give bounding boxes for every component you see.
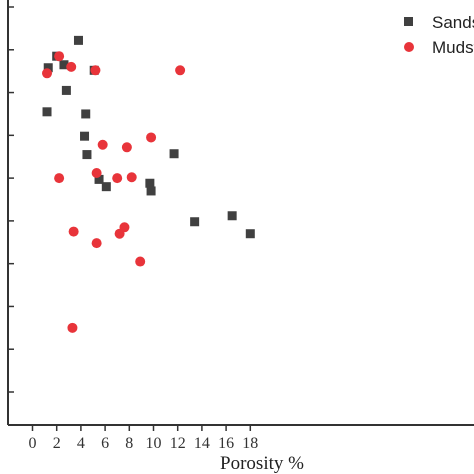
legend: Sandstone Mudstone — [404, 13, 474, 57]
x-tick-label: 12 — [170, 435, 186, 452]
mudstone-point — [121, 142, 132, 153]
x-axis-ticks: 0 2 4 6 8 10 12 14 16 18 — [29, 425, 258, 452]
mudstone-point — [67, 322, 78, 333]
x-axis-title: Porosity % — [220, 453, 304, 474]
sandstone-point — [59, 60, 69, 70]
x-tick-label: 4 — [77, 435, 85, 452]
x-tick-label: 16 — [218, 435, 234, 452]
x-tick-label: 6 — [101, 435, 109, 452]
sandstone-point — [43, 63, 53, 73]
mudstone-point — [97, 139, 108, 150]
mudstone-point — [66, 61, 77, 72]
mudstone-series — [42, 51, 186, 333]
legend-sandstone-marker — [404, 17, 413, 26]
mudstone-point — [54, 51, 65, 62]
sandstone-point — [146, 186, 156, 196]
sandstone-point — [61, 85, 71, 95]
mudstone-point — [91, 238, 102, 249]
mudstone-point — [112, 173, 123, 184]
mudstone-point — [91, 167, 102, 178]
sandstone-point — [94, 174, 104, 184]
sandstone-point — [245, 229, 255, 239]
sandstone-point — [227, 211, 237, 221]
mudstone-point — [175, 65, 186, 76]
x-tick-label: 10 — [146, 435, 162, 452]
legend-mudstone-marker — [404, 42, 414, 52]
sandstone-point — [169, 149, 179, 159]
mudstone-point — [42, 68, 53, 79]
legend-sandstone-label: Sandstone — [432, 13, 474, 32]
y-axis-ticks — [8, 6, 14, 393]
sandstone-point — [101, 182, 111, 192]
mudstone-point — [119, 222, 130, 233]
sandstone-point — [42, 107, 52, 117]
sandstone-point — [145, 178, 155, 188]
mudstone-point — [146, 132, 157, 143]
sandstone-point — [190, 217, 200, 227]
sandstone-point — [81, 109, 91, 119]
legend-mudstone-label: Mudstone — [432, 38, 474, 57]
mudstone-point — [135, 256, 146, 267]
x-tick-label: 18 — [242, 435, 258, 452]
mudstone-point — [54, 173, 65, 184]
sandstone-point — [73, 35, 83, 45]
x-tick-label: 14 — [194, 435, 210, 452]
sandstone-point — [82, 150, 92, 160]
mudstone-point — [68, 226, 79, 237]
mudstone-point — [90, 65, 101, 76]
x-tick-label: 0 — [29, 435, 37, 452]
sandstone-point — [80, 131, 90, 141]
x-tick-label: 8 — [125, 435, 133, 452]
x-tick-label: 2 — [53, 435, 61, 452]
mudstone-point — [126, 172, 137, 183]
